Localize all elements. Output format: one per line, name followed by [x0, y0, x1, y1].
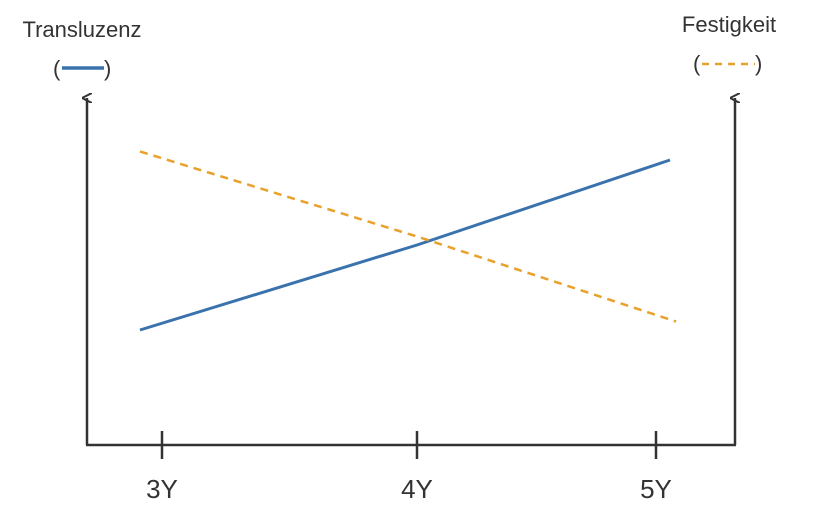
right-legend-close-paren: )	[755, 51, 762, 76]
right-axis-title: Festigkeit	[682, 12, 776, 37]
series-group	[139, 150, 677, 332]
left-axis-title: Transluzenz	[22, 17, 141, 42]
x-ticks: 3Y 4Y 5Y	[146, 431, 672, 504]
x-tick-label: 3Y	[146, 474, 178, 504]
right-legend-open-paren: (	[693, 51, 701, 76]
series-line-festigkeit	[139, 150, 677, 323]
x-tick-label: 5Y	[640, 474, 672, 504]
left-legend-close-paren: )	[104, 56, 111, 81]
series-line-transluzenz	[139, 158, 671, 332]
left-legend-open-paren: (	[53, 56, 61, 81]
right-legend: ( )	[693, 51, 762, 76]
left-legend: ( )	[53, 56, 111, 81]
x-tick-label: 4Y	[401, 474, 433, 504]
